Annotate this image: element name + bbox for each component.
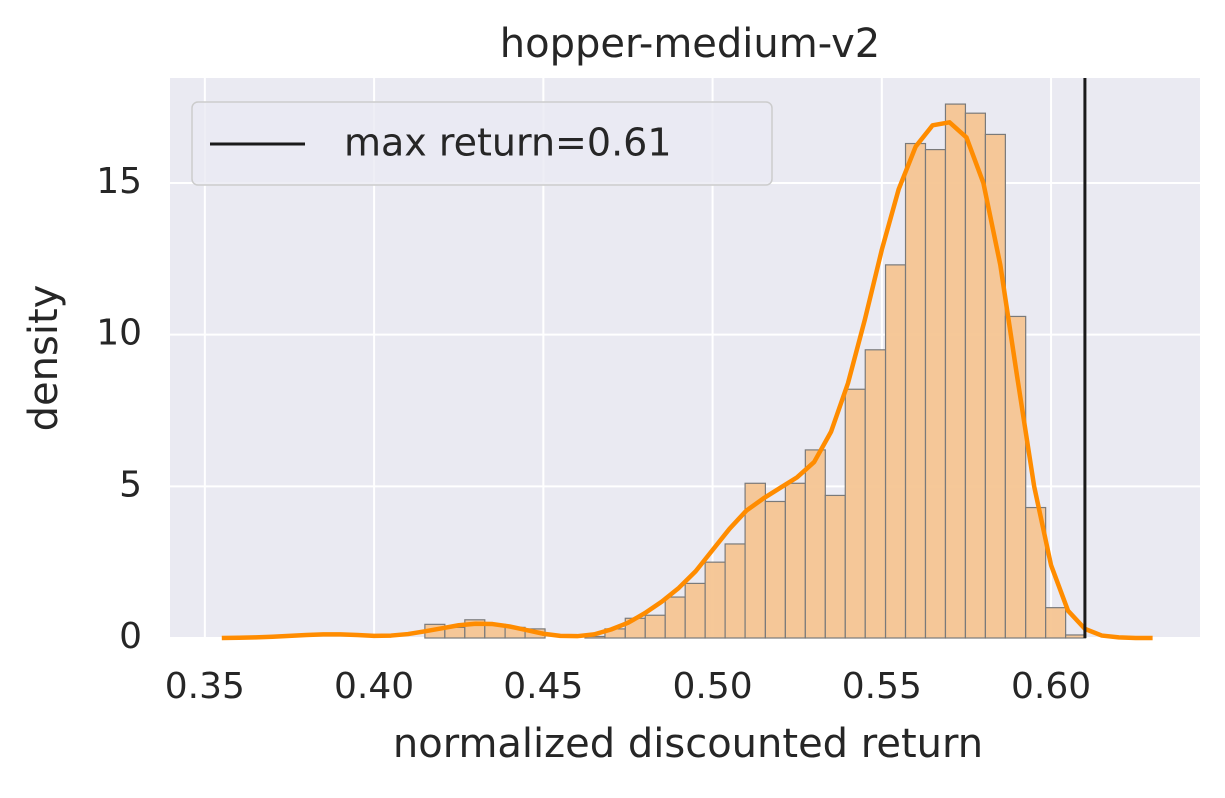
- x-tick-label: 0.35: [165, 666, 245, 707]
- y-axis-label: density: [21, 285, 67, 432]
- bar: [704, 561, 726, 639]
- bar: [884, 264, 907, 639]
- x-tick-label: 0.45: [503, 666, 583, 707]
- chart-title: hopper-medium-v2: [500, 21, 880, 67]
- bar: [644, 614, 666, 639]
- x-tick-label: 0.55: [842, 666, 922, 707]
- bar: [864, 349, 887, 639]
- bar: [964, 112, 987, 639]
- bar: [824, 494, 846, 639]
- bar: [944, 103, 967, 639]
- bar: [844, 388, 866, 639]
- x-axis-label: normalized discounted return: [393, 721, 983, 767]
- bar: [664, 596, 686, 639]
- bar: [1065, 634, 1087, 639]
- y-tick-label: 10: [96, 313, 142, 354]
- bar: [904, 142, 927, 639]
- bar: [784, 482, 806, 639]
- bar: [764, 500, 786, 639]
- bar: [1025, 506, 1047, 639]
- x-tick-label: 0.60: [1011, 666, 1091, 707]
- y-tick-label: 15: [96, 161, 142, 202]
- bar: [1045, 607, 1067, 639]
- bar: [924, 148, 947, 639]
- y-tick-label: 5: [119, 464, 142, 505]
- x-tick-label: 0.50: [673, 666, 753, 707]
- legend-box: [191, 101, 773, 186]
- kde-line: [221, 120, 1153, 641]
- y-tick-label: 0: [119, 616, 142, 657]
- bar: [684, 582, 706, 639]
- bar: [804, 449, 826, 639]
- legend-label: max return=0.61: [344, 121, 672, 165]
- x-tick-label: 0.40: [334, 666, 414, 707]
- bar: [724, 543, 746, 639]
